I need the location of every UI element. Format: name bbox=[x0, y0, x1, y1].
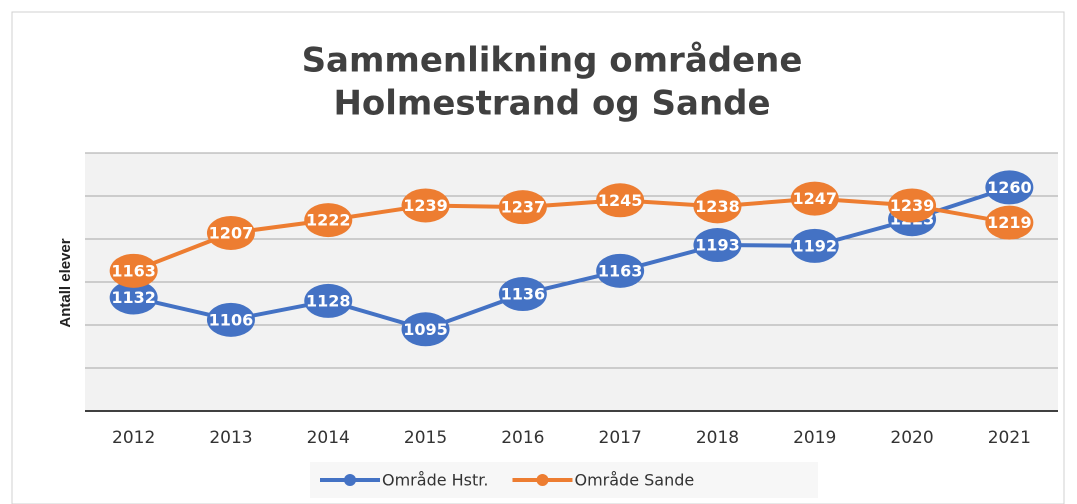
chart-title: Holmestrand og Sande bbox=[333, 84, 770, 124]
data-label: 1219 bbox=[987, 213, 1032, 232]
x-tick-label: 2021 bbox=[988, 428, 1031, 448]
data-label: 1247 bbox=[792, 189, 837, 208]
series-line bbox=[133, 185, 1010, 332]
data-point bbox=[693, 228, 742, 263]
x-tick-label: 2013 bbox=[209, 428, 252, 448]
data-label: 1222 bbox=[306, 211, 351, 230]
data-label: 1239 bbox=[890, 196, 935, 215]
x-tick-label: 2019 bbox=[793, 428, 836, 448]
data-label: 1238 bbox=[695, 197, 740, 216]
data-point bbox=[985, 170, 1034, 205]
x-tick-label: 2017 bbox=[599, 428, 642, 448]
data-point bbox=[206, 302, 255, 337]
data-label: 1237 bbox=[501, 198, 546, 217]
data-label: 1136 bbox=[501, 285, 546, 304]
data-label: 1239 bbox=[403, 196, 448, 215]
legend-marker bbox=[344, 474, 356, 486]
data-label: 1207 bbox=[209, 223, 254, 242]
legend-label: Område Sande bbox=[574, 471, 694, 490]
data-point bbox=[498, 190, 547, 225]
legend-label: Område Hstr. bbox=[382, 471, 488, 490]
data-point bbox=[401, 188, 450, 223]
x-tick-label: 2015 bbox=[404, 428, 447, 448]
data-label: 1193 bbox=[695, 236, 740, 255]
data-label: 1106 bbox=[209, 310, 254, 329]
data-point bbox=[304, 283, 353, 318]
x-tick-label: 2014 bbox=[307, 428, 350, 448]
data-point bbox=[985, 205, 1034, 240]
data-label: 1095 bbox=[403, 320, 448, 339]
data-label: 1163 bbox=[598, 261, 643, 280]
x-tick-label: 2020 bbox=[890, 428, 933, 448]
data-label: 1192 bbox=[792, 236, 837, 255]
data-point bbox=[790, 181, 839, 216]
data-label: 1260 bbox=[987, 178, 1032, 197]
data-label: 1132 bbox=[111, 288, 156, 307]
data-label: 1163 bbox=[111, 261, 156, 280]
data-point bbox=[206, 215, 255, 250]
data-point bbox=[596, 183, 645, 218]
data-label: 1245 bbox=[598, 191, 643, 210]
series-line bbox=[132, 196, 1010, 273]
data-label: 1128 bbox=[306, 291, 351, 310]
data-point bbox=[109, 253, 158, 288]
data-point bbox=[109, 280, 158, 315]
data-point bbox=[304, 203, 353, 238]
x-tick-label: 2016 bbox=[501, 428, 544, 448]
data-point bbox=[888, 188, 937, 223]
x-tick-label: 2018 bbox=[696, 428, 739, 448]
data-point bbox=[693, 189, 742, 224]
data-point bbox=[498, 277, 547, 312]
legend-marker bbox=[536, 474, 549, 486]
y-axis-label: Antall elever bbox=[57, 238, 74, 327]
x-tick-label: 2012 bbox=[112, 428, 155, 448]
data-point bbox=[401, 312, 450, 347]
chart-title: Sammenlikning områdene bbox=[302, 41, 803, 81]
data-point bbox=[790, 228, 839, 263]
data-point bbox=[596, 253, 645, 288]
